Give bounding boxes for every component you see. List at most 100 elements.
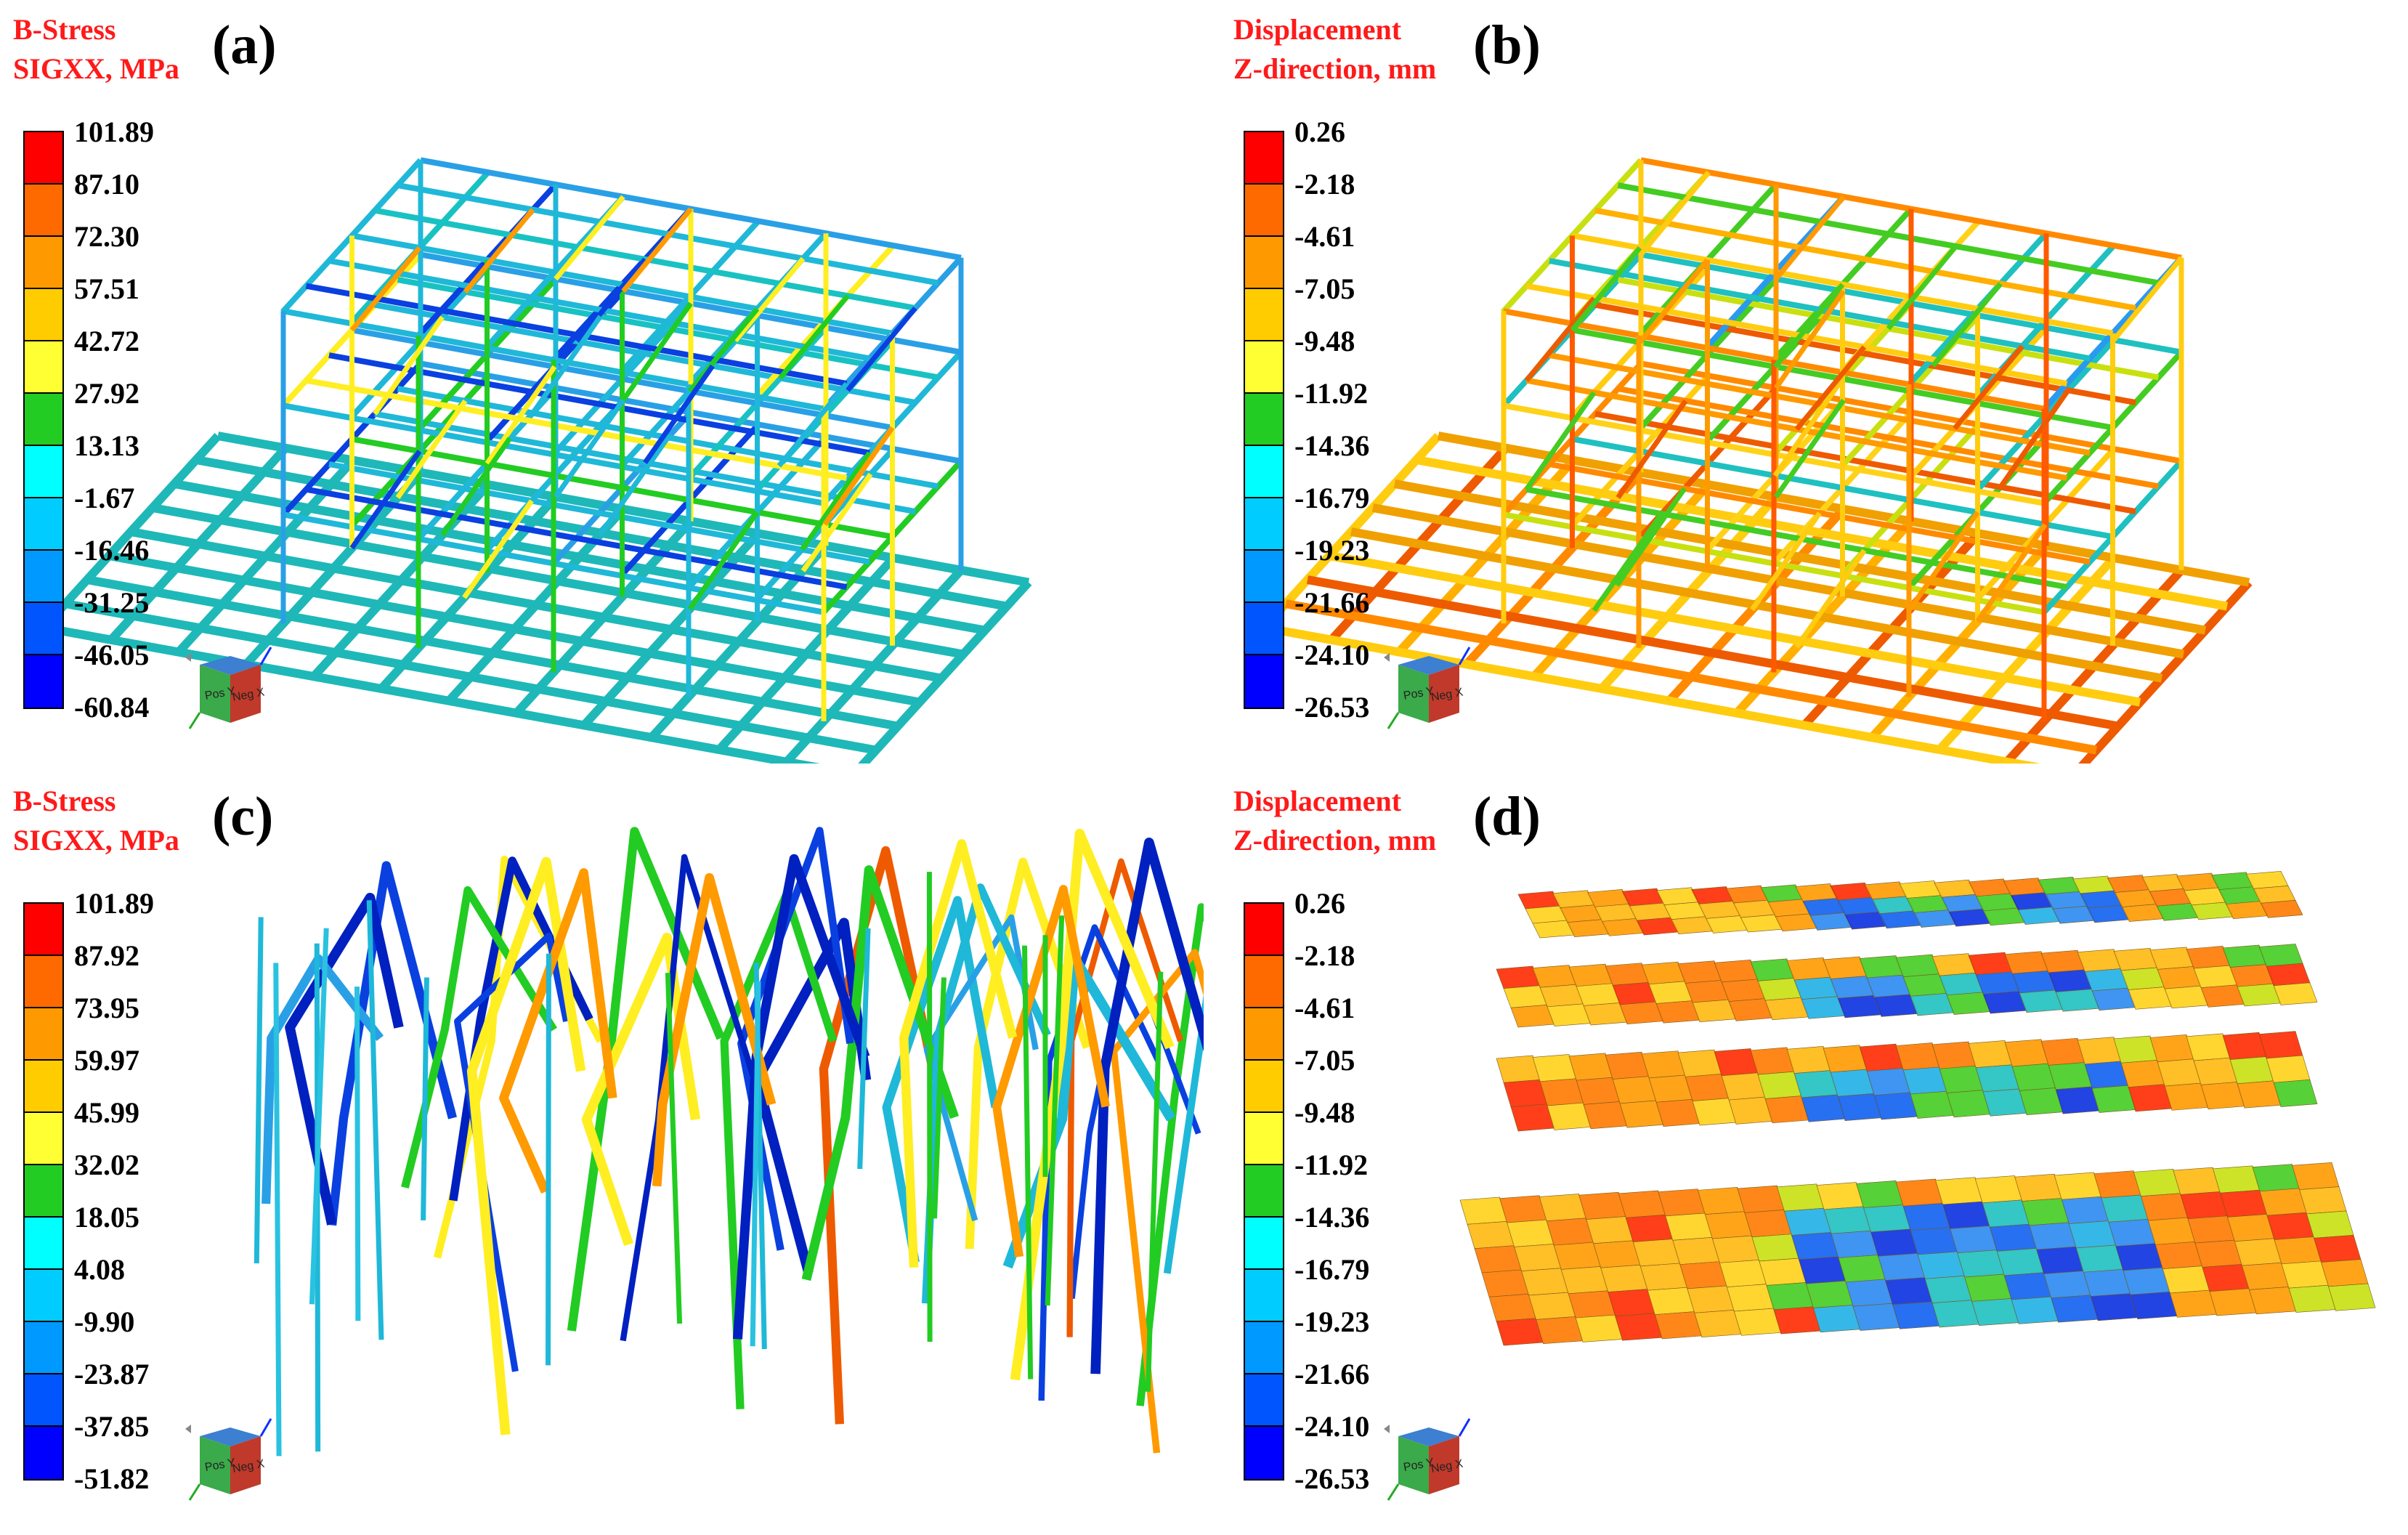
deck-panel <box>2306 1211 2354 1238</box>
legend-tick-label: -16.79 <box>1294 484 1369 513</box>
brace <box>1889 246 1956 328</box>
deck-panel <box>2314 1235 2361 1262</box>
legend-title-line2: SIGXX, MPa <box>13 821 179 860</box>
legend-tick-label: 13.13 <box>74 432 139 461</box>
deck-panel <box>1586 1217 1634 1244</box>
deck-panel <box>1576 1315 1623 1342</box>
legend-swatch <box>1245 289 1283 341</box>
legend-swatch <box>1245 1322 1283 1374</box>
deck-panel <box>1774 1307 1821 1334</box>
panel-label: (d) <box>1473 787 1541 846</box>
deck-panel <box>1745 1210 1792 1236</box>
legend-tick-label: 73.95 <box>74 994 139 1023</box>
brace <box>1775 285 1843 367</box>
legend-tick-label: 32.02 <box>74 1151 139 1180</box>
deck-panel <box>1482 1270 1529 1297</box>
brace <box>466 210 533 292</box>
deck-panel <box>1831 1231 1878 1257</box>
deck-panel <box>1658 1189 1706 1216</box>
legend-title: Displacement Z-direction, mm <box>1233 782 1436 860</box>
deck-panel <box>1594 1241 1641 1268</box>
legend-swatch <box>25 498 62 551</box>
deck-panel <box>2004 1273 2051 1300</box>
legend-tick-label: -23.87 <box>74 1360 149 1389</box>
deck-panel <box>1982 1200 2030 1227</box>
deck-panel <box>2253 1165 2300 1191</box>
deck-panel <box>1626 1215 1673 1242</box>
deck-panel <box>1698 1187 1745 1214</box>
legend-tick-label: 101.89 <box>74 118 154 147</box>
brace <box>1641 172 1708 254</box>
panel-label: (b) <box>1473 16 1541 74</box>
legend-swatch <box>1245 1061 1283 1113</box>
deck-panel <box>1673 1237 1720 1264</box>
legend-tick-label: 4.08 <box>74 1255 125 1284</box>
deck-panel <box>1680 1262 1727 1289</box>
legend-swatch <box>1245 1008 1283 1061</box>
legend-swatch <box>1245 1427 1283 1479</box>
deck-panel <box>2091 1294 2138 1321</box>
legend-swatch <box>25 1270 62 1322</box>
deck-panel <box>1990 1224 2037 1251</box>
deck-panel <box>1539 1194 1586 1220</box>
deck-panel <box>1767 1282 1814 1309</box>
axis-z <box>1459 1419 1469 1436</box>
deck-panel <box>1777 1184 1824 1211</box>
deck-panel <box>2282 1261 2329 1288</box>
deck-panel <box>2292 1162 2339 1189</box>
deck-panel <box>1568 1291 1616 1318</box>
legend-tick-label: -19.23 <box>1294 536 1369 565</box>
legend-swatch <box>1245 1165 1283 1218</box>
deck-panel <box>1705 1212 1752 1239</box>
legend-title-line1: Displacement <box>1233 10 1436 49</box>
column <box>357 987 358 1321</box>
legend-title-line2: Z-direction, mm <box>1233 821 1436 860</box>
column <box>929 872 930 1342</box>
brace <box>577 259 645 341</box>
deck-panel <box>1529 1292 1576 1319</box>
deck-panel <box>1817 1183 1864 1210</box>
panel-label: (c) <box>212 787 273 846</box>
deck-panel <box>2260 1188 2307 1215</box>
deck-panel <box>2109 1219 2156 1246</box>
deck-panel <box>1943 1202 1990 1228</box>
legend-tick-label: 59.97 <box>74 1046 139 1075</box>
legend-tick-label: -14.36 <box>1294 1203 1369 1232</box>
legend-title: Displacement Z-direction, mm <box>1233 10 1436 89</box>
legend-tick-label: 72.30 <box>74 222 139 251</box>
deck-panel <box>2062 1196 2109 1223</box>
deck-panel <box>2195 1240 2242 1267</box>
deck-panel <box>2076 1245 2123 1272</box>
deck-panel <box>1695 1310 1742 1337</box>
legend-swatch <box>1245 1218 1283 1270</box>
legend-swatch <box>1245 498 1283 551</box>
legend-swatch <box>1245 1270 1283 1322</box>
deck-panel <box>2123 1268 2170 1295</box>
legend-tick-label: -24.10 <box>1294 1412 1369 1441</box>
deck-panel <box>2202 1264 2250 1291</box>
deck-panel <box>2051 1295 2099 1322</box>
deck-panel <box>1507 1220 1554 1247</box>
deck-panel <box>1618 1191 1666 1218</box>
deck-panel <box>2030 1223 2077 1250</box>
legend-tick-label: -26.53 <box>1294 1465 1369 1494</box>
legend-tick-label: -26.53 <box>1294 693 1369 722</box>
legend-tick-label: -9.48 <box>1294 1098 1355 1127</box>
column <box>369 900 381 1340</box>
deck-panel <box>1489 1294 1536 1321</box>
deck-panel <box>2148 1218 2195 1244</box>
deck-panel <box>2044 1271 2091 1298</box>
brace <box>2114 258 2181 340</box>
legend-title: B-Stress SIGXX, MPa <box>13 782 179 860</box>
legend-tick-label: -7.05 <box>1294 275 1355 304</box>
deck-panel <box>2141 1194 2188 1220</box>
deck-panel <box>2083 1269 2131 1296</box>
legend-swatch <box>1245 603 1283 655</box>
legend-color-bar <box>23 902 64 1481</box>
deck-panel <box>2249 1287 2296 1313</box>
deck-panel <box>2213 1166 2260 1193</box>
